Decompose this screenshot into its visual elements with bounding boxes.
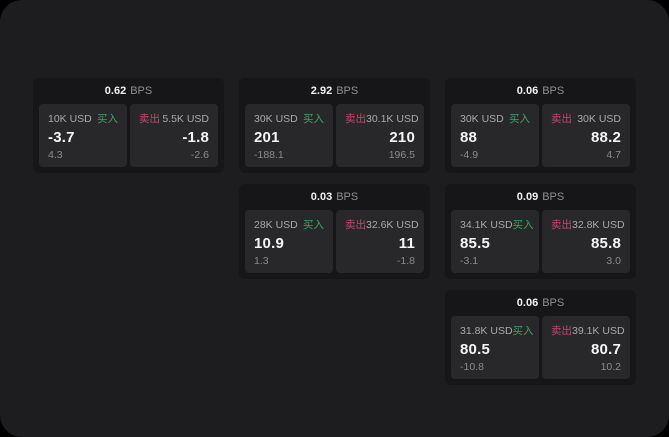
sell-change: 3.0 bbox=[606, 254, 621, 267]
buy-amount: 30K USD bbox=[460, 112, 504, 125]
buy-change: -10.8 bbox=[460, 360, 484, 373]
buy-amount: 31.8K USD bbox=[460, 324, 513, 337]
quote-card: 0.03 BPS 28K USD 买入 10.9 1.3 卖出 32.6K US… bbox=[239, 184, 430, 279]
card-header: 0.62 BPS bbox=[39, 78, 218, 104]
buy-label: 买入 bbox=[509, 113, 530, 125]
buy-label: 买入 bbox=[512, 325, 534, 337]
panels: 10K USD 买入 -3.7 4.3 卖出 5.5K USD -1.8 -2.… bbox=[39, 104, 218, 167]
buy-change: 4.3 bbox=[48, 148, 63, 161]
sell-panel[interactable]: 卖出 39.1K USD 80.7 10.2 bbox=[542, 316, 630, 379]
buy-price: 85.5 bbox=[460, 235, 490, 253]
buy-price: 80.5 bbox=[460, 341, 490, 359]
sell-price: -1.8 bbox=[182, 129, 209, 147]
quote-card: 0.09 BPS 34.1K USD 买入 85.5 -3.1 卖出 32.8K… bbox=[445, 184, 636, 279]
buy-price: 10.9 bbox=[254, 235, 284, 253]
card-header: 0.03 BPS bbox=[245, 184, 424, 210]
buy-label: 买入 bbox=[303, 219, 324, 231]
quote-card: 0.06 BPS 30K USD 买入 88 -4.9 卖出 30K USD bbox=[445, 78, 636, 173]
buy-change: 1.3 bbox=[254, 254, 269, 267]
panels: 30K USD 买入 88 -4.9 卖出 30K USD 88.2 4.7 bbox=[451, 104, 630, 167]
buy-price: -3.7 bbox=[48, 129, 75, 147]
sell-change: -1.8 bbox=[396, 254, 415, 267]
buy-amount: 10K USD bbox=[48, 112, 92, 125]
bps-value: 0.06 bbox=[516, 297, 539, 309]
sell-amount: 30K USD bbox=[577, 112, 621, 125]
bps-unit: BPS bbox=[542, 85, 565, 97]
panels: 30K USD 买入 201 -188.1 卖出 30.1K USD 210 1… bbox=[245, 104, 424, 167]
buy-label: 买入 bbox=[303, 113, 324, 125]
buy-price: 201 bbox=[254, 129, 280, 147]
sell-panel[interactable]: 卖出 32.6K USD 11 -1.8 bbox=[336, 210, 424, 273]
card-header: 2.92 BPS bbox=[245, 78, 424, 104]
sell-panel[interactable]: 卖出 32.8K USD 85.8 3.0 bbox=[542, 210, 630, 273]
bps-value: 0.03 bbox=[310, 191, 333, 203]
buy-amount: 28K USD bbox=[254, 218, 298, 231]
card-header: 0.06 BPS bbox=[451, 78, 630, 104]
buy-change: -188.1 bbox=[254, 148, 284, 161]
quote-card: 0.62 BPS 10K USD 买入 -3.7 4.3 卖出 5.5K USD bbox=[33, 78, 224, 173]
buy-panel[interactable]: 10K USD 买入 -3.7 4.3 bbox=[39, 104, 127, 167]
card-header: 0.06 BPS bbox=[451, 290, 630, 316]
bps-unit: BPS bbox=[542, 297, 565, 309]
sell-price: 210 bbox=[389, 129, 415, 147]
sell-label: 卖出 bbox=[551, 325, 572, 337]
sell-price: 88.2 bbox=[591, 129, 621, 147]
sell-price: 80.7 bbox=[591, 341, 621, 359]
bps-unit: BPS bbox=[130, 85, 153, 97]
sell-amount: 32.8K USD bbox=[572, 218, 625, 231]
quote-card: 2.92 BPS 30K USD 买入 201 -188.1 卖出 30.1K … bbox=[239, 78, 430, 173]
sell-change: 10.2 bbox=[600, 360, 621, 373]
bps-unit: BPS bbox=[336, 191, 359, 203]
buy-change: -4.9 bbox=[460, 148, 479, 161]
sell-price: 11 bbox=[398, 235, 415, 253]
sell-price: 85.8 bbox=[591, 235, 621, 253]
sell-amount: 39.1K USD bbox=[572, 324, 625, 337]
sell-panel[interactable]: 卖出 30.1K USD 210 196.5 bbox=[336, 104, 424, 167]
sell-amount: 32.6K USD bbox=[366, 218, 419, 231]
quote-card: 0.06 BPS 31.8K USD 买入 80.5 -10.8 卖出 39.1… bbox=[445, 290, 636, 385]
bps-value: 0.06 bbox=[516, 85, 539, 97]
buy-panel[interactable]: 30K USD 买入 88 -4.9 bbox=[451, 104, 539, 167]
buy-panel[interactable]: 30K USD 买入 201 -188.1 bbox=[245, 104, 333, 167]
bps-value: 0.09 bbox=[516, 191, 539, 203]
buy-panel[interactable]: 28K USD 买入 10.9 1.3 bbox=[245, 210, 333, 273]
sell-label: 卖出 bbox=[139, 113, 160, 125]
buy-panel[interactable]: 34.1K USD 买入 85.5 -3.1 bbox=[451, 210, 539, 273]
buy-amount: 30K USD bbox=[254, 112, 298, 125]
bps-unit: BPS bbox=[336, 85, 359, 97]
buy-panel[interactable]: 31.8K USD 买入 80.5 -10.8 bbox=[451, 316, 539, 379]
sell-label: 卖出 bbox=[551, 113, 572, 125]
bps-value: 0.62 bbox=[104, 85, 127, 97]
sell-panel[interactable]: 卖出 30K USD 88.2 4.7 bbox=[542, 104, 630, 167]
sell-change: -2.6 bbox=[190, 148, 209, 161]
buy-amount: 34.1K USD bbox=[460, 218, 513, 231]
sell-label: 卖出 bbox=[345, 113, 366, 125]
sell-label: 卖出 bbox=[345, 219, 366, 231]
sell-change: 196.5 bbox=[388, 148, 415, 161]
card-header: 0.09 BPS bbox=[451, 184, 630, 210]
bps-value: 2.92 bbox=[310, 85, 333, 97]
bps-unit: BPS bbox=[542, 191, 565, 203]
buy-label: 买入 bbox=[512, 219, 534, 231]
panels: 34.1K USD 买入 85.5 -3.1 卖出 32.8K USD 85.8… bbox=[451, 210, 630, 273]
panels: 31.8K USD 买入 80.5 -10.8 卖出 39.1K USD 80.… bbox=[451, 316, 630, 379]
sell-label: 卖出 bbox=[551, 219, 572, 231]
buy-change: -3.1 bbox=[460, 254, 479, 267]
buy-label: 买入 bbox=[97, 113, 118, 125]
sell-amount: 30.1K USD bbox=[366, 112, 419, 125]
quote-card-grid: 0.62 BPS 10K USD 买入 -3.7 4.3 卖出 5.5K USD bbox=[33, 78, 636, 385]
sell-panel[interactable]: 卖出 5.5K USD -1.8 -2.6 bbox=[130, 104, 218, 167]
sell-change: 4.7 bbox=[606, 148, 621, 161]
panels: 28K USD 买入 10.9 1.3 卖出 32.6K USD 11 -1.8 bbox=[245, 210, 424, 273]
sell-amount: 5.5K USD bbox=[162, 112, 209, 125]
buy-price: 88 bbox=[460, 129, 478, 147]
